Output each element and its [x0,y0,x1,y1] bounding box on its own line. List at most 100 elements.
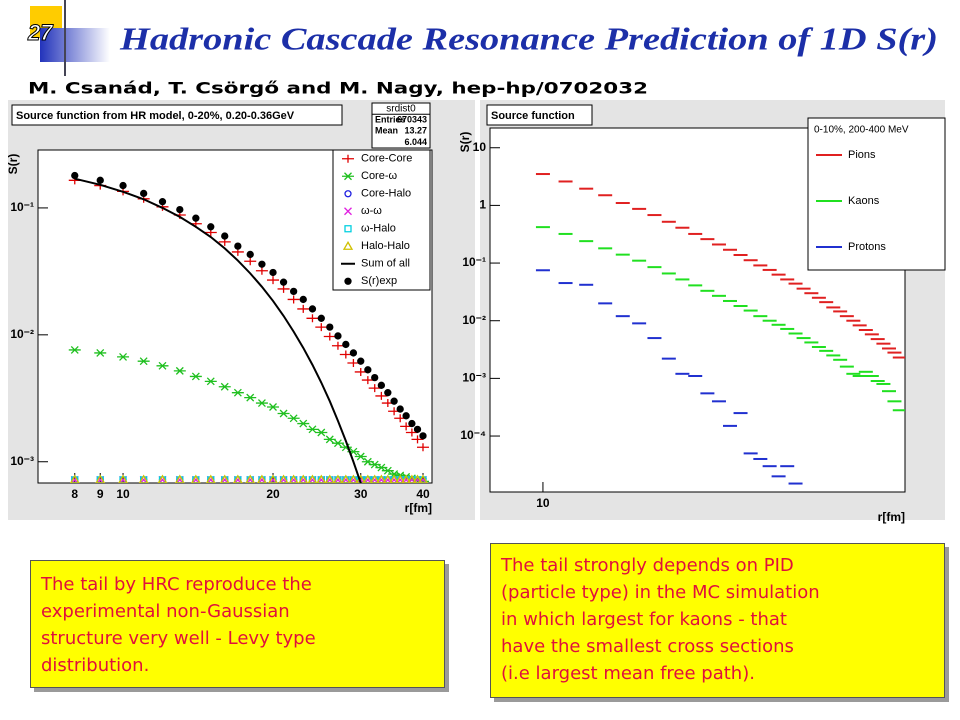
data-point [411,435,424,444]
text-line: in which largest for kaons - that [501,609,787,630]
x-tick-label: 30 [354,487,368,501]
data-point [233,474,243,483]
data-point [390,397,398,405]
data-point [368,384,381,393]
y-tick-label: 10⁻² [10,327,34,341]
data-point [349,475,358,483]
data-point [333,474,343,483]
x-tick-label: 10 [536,496,550,510]
legend-label: Kaons [848,195,880,207]
stats-title: srdist0 [386,103,416,114]
x-axis-label: r[fm] [878,510,905,524]
data-point [174,474,185,483]
data-point [308,305,317,313]
data-point [289,287,298,295]
text-line: The tail by HRC reproduce the [41,574,312,595]
data-point [375,391,388,400]
data-point [371,374,379,382]
legend-label: Protons [848,241,886,253]
y-tick-label: 10⁻¹ [10,200,34,214]
data-point [323,435,336,444]
data-point [315,428,328,437]
x-tick-label: 8 [71,487,78,501]
chart-title: Source function from HR model, 0-20%, 0.… [16,110,295,122]
data-point [369,474,380,483]
data-point [191,475,200,483]
slide-title: Hadronic Cascade Resonance Prediction of… [119,20,938,56]
data-point [219,474,230,483]
stats-value: 6.044 [404,137,427,147]
data-point [221,232,229,240]
data-point [354,452,367,461]
data-point [192,214,200,222]
data-point [326,323,334,331]
title-box [486,104,593,126]
data-point [257,475,266,483]
data-point [175,475,184,483]
text-box: The tail strongly depends on PID (particl… [490,543,945,698]
legend-label: Core-ω [361,170,398,182]
data-point [395,474,406,483]
data-point [204,377,217,386]
data-point [340,474,351,483]
data-point [298,474,309,483]
data-point [96,475,105,483]
data-point [278,474,289,483]
data-point [316,474,327,483]
data-point [118,474,128,483]
text-line: have the smallest cross sections [501,636,794,657]
data-point [306,314,319,323]
y-axis-label: S(r) [6,154,20,175]
legend-box [332,149,431,291]
data-point [244,393,257,402]
data-point [401,474,411,483]
data-point [117,352,130,361]
data-point [157,474,168,483]
data-point [140,189,148,198]
data-point [323,332,336,341]
title-box [11,104,343,126]
data-point [268,474,278,483]
legend-swatch [344,277,352,285]
series-line [74,177,362,483]
text-line: experimental non-Gaussian [41,601,290,622]
data-point [205,474,216,483]
data-point [158,198,167,206]
data-point [341,475,350,483]
data-point [255,266,268,275]
chart-title: Source function [491,110,575,122]
x-tick-label: 20 [266,487,280,501]
data-point [269,268,277,277]
data-point [231,388,244,397]
data-point [384,389,392,397]
data-point [137,357,150,366]
data-point [119,181,127,190]
data-point [416,443,429,452]
data-point [246,250,254,259]
slide-number: 27 [27,20,54,45]
data-point [277,284,290,293]
legend-label: ω-Halo [361,223,396,235]
data-point [246,475,255,483]
data-point [331,341,344,350]
legend-label: Core-Core [361,153,412,165]
data-point [382,474,393,483]
data-point [396,405,404,413]
text-line: The tail strongly depends on PID [501,555,794,576]
text-line: (i.e largest mean free path). [501,663,755,684]
legend-label: Halo-Halo [361,240,410,252]
x-tick-label: 9 [97,487,104,501]
data-point [331,439,344,448]
x-tick-label: 10 [116,487,130,501]
data-point [218,382,231,391]
data-point [257,474,267,483]
data-point [255,399,268,408]
text-line: structure very well - Levy type [41,628,316,649]
data-point [413,425,422,433]
y-tick-label: 10 [473,140,487,154]
data-point [317,475,326,483]
data-point [71,171,79,180]
data-point [297,419,310,428]
data-point [267,403,280,411]
stats-value: 670343 [397,114,427,124]
